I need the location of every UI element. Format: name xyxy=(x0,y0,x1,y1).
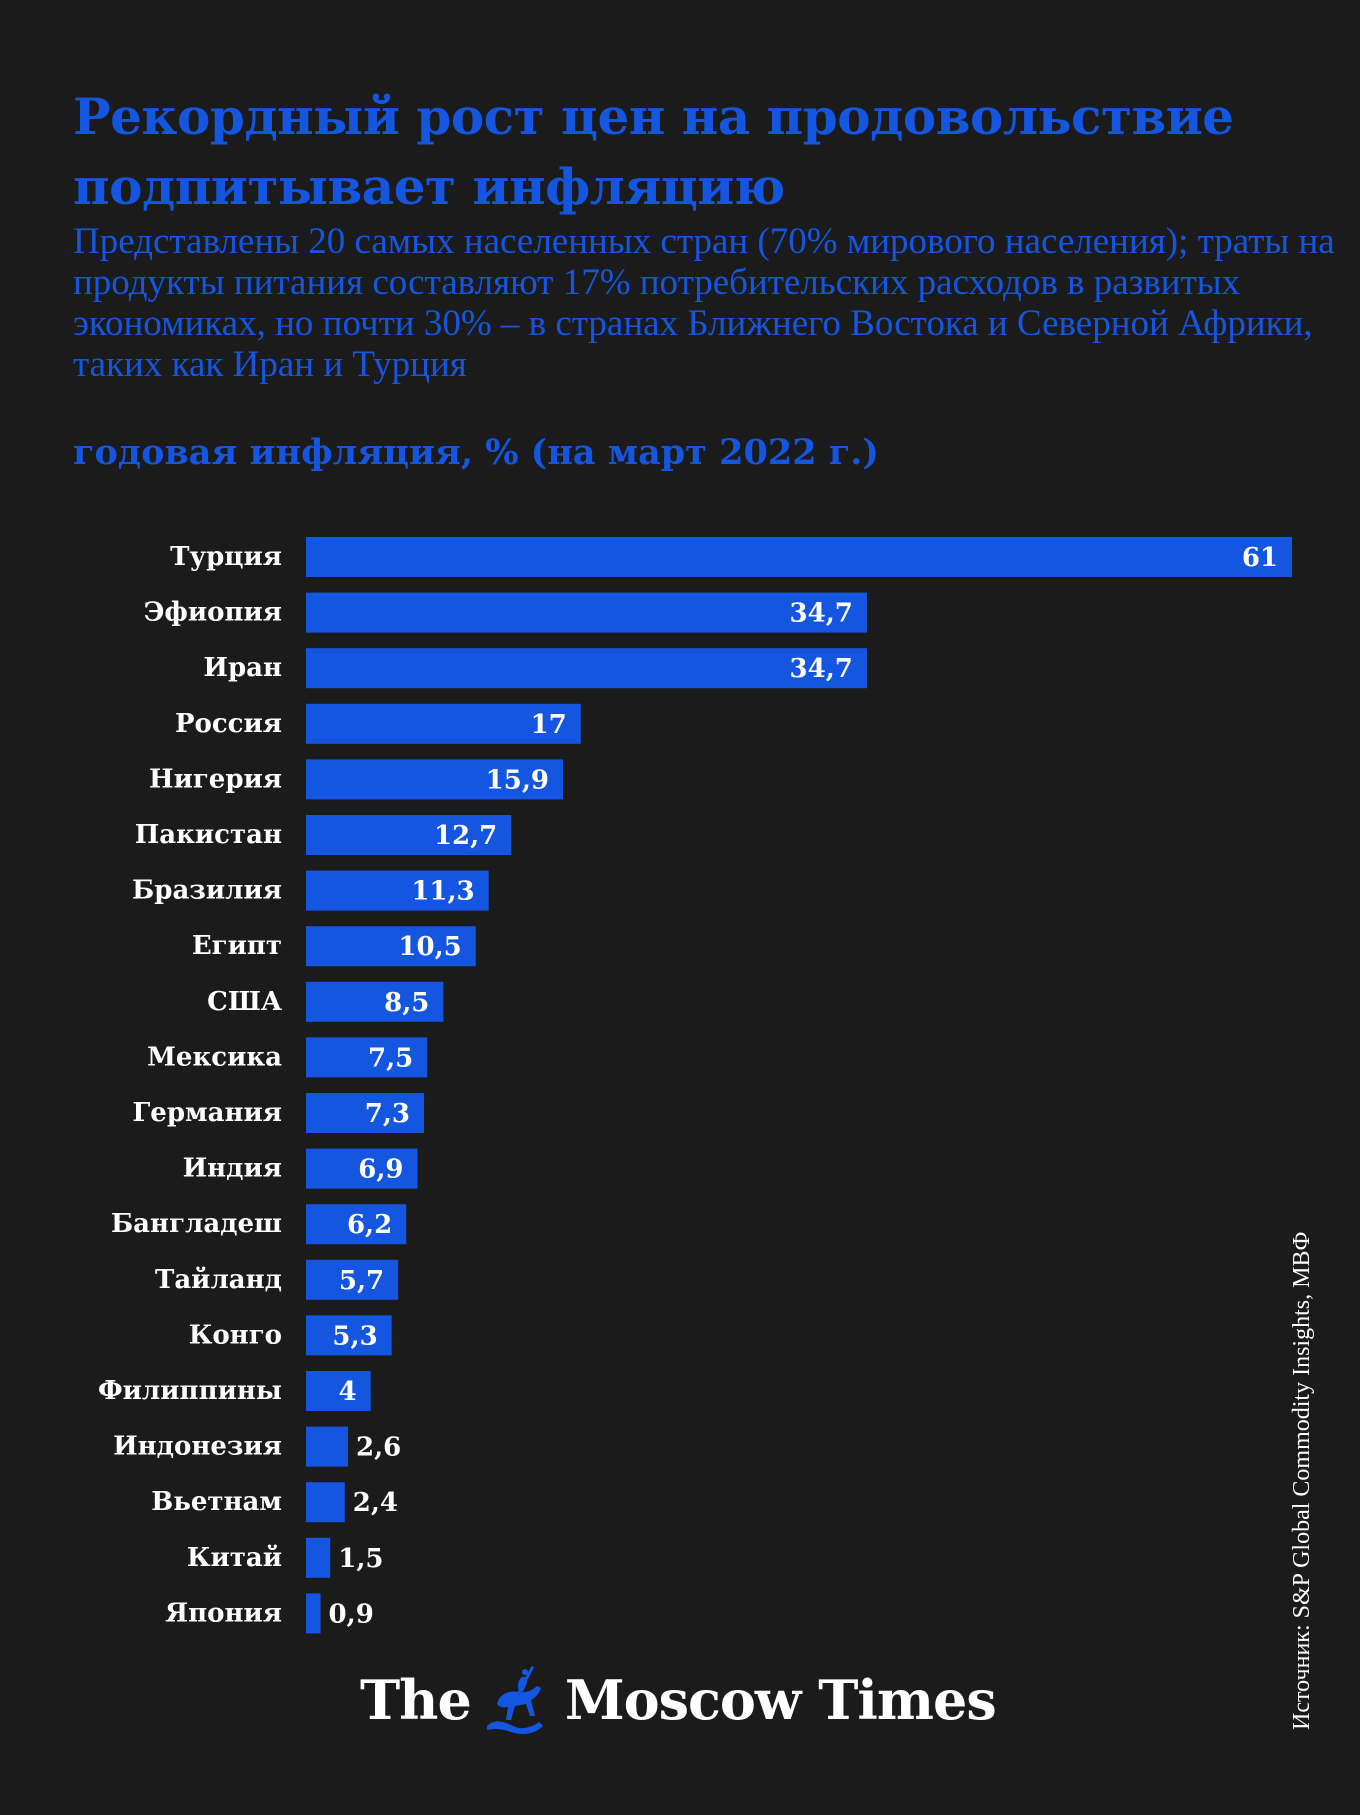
bar xyxy=(306,1037,428,1078)
bar xyxy=(306,1259,399,1300)
category-label: Филиппины xyxy=(98,1376,282,1406)
value-label: 17 xyxy=(531,710,567,740)
value-label: 34,7 xyxy=(790,599,853,629)
bar xyxy=(306,1537,331,1578)
bar xyxy=(306,1426,349,1467)
bar xyxy=(306,1315,392,1356)
value-label: 15,9 xyxy=(486,765,549,795)
category-label: Мексика xyxy=(147,1042,282,1072)
category-label: Германия xyxy=(132,1098,282,1128)
category-label: Китай xyxy=(187,1543,282,1573)
st-george-horseman-icon xyxy=(486,1665,543,1734)
bar xyxy=(306,592,867,633)
source-note: Источник: S&P Global Commodity Insights,… xyxy=(1289,1231,1315,1730)
category-label: Египт xyxy=(192,931,282,961)
bar xyxy=(306,1482,345,1523)
bar xyxy=(306,1593,321,1634)
value-label: 7,3 xyxy=(365,1099,410,1129)
value-label: 12,7 xyxy=(434,821,497,851)
category-label: Конго xyxy=(189,1320,282,1350)
category-label: Иран xyxy=(203,653,282,683)
bar xyxy=(306,981,444,1022)
bar xyxy=(306,537,1292,577)
value-label: 6,9 xyxy=(358,1155,403,1185)
page-title: Рекордный рост цен на продовольствие под… xyxy=(73,87,1234,216)
logo-text-the: The xyxy=(360,1668,472,1732)
value-label: 34,7 xyxy=(790,654,853,684)
value-label: 5,3 xyxy=(332,1321,377,1351)
bar xyxy=(306,648,867,689)
category-label: Бангладеш xyxy=(111,1209,282,1239)
category-label: Эфиопия xyxy=(144,598,282,628)
bar xyxy=(306,759,564,800)
logo-text-moscow-times: Moscow Times xyxy=(564,1668,997,1732)
category-label: Индонезия xyxy=(113,1432,282,1462)
page-subtitle: Представлены 20 самых населенных стран (… xyxy=(73,221,1335,385)
publisher-logo: The Moscow Times xyxy=(360,1660,997,1740)
value-label: 61 xyxy=(1242,543,1278,573)
category-label: Япония xyxy=(165,1598,282,1628)
value-label: 2,4 xyxy=(353,1488,398,1518)
category-label: Вьетнам xyxy=(151,1487,282,1517)
value-label: 0,9 xyxy=(329,1599,374,1629)
bar xyxy=(306,870,489,911)
value-label: 1,5 xyxy=(338,1544,383,1574)
bar xyxy=(306,1204,407,1245)
value-label: 6,2 xyxy=(347,1210,392,1240)
category-label: Нигерия xyxy=(149,764,282,794)
bar xyxy=(306,703,581,744)
category-label: Пакистан xyxy=(135,820,282,850)
value-label: 11,3 xyxy=(411,877,474,907)
category-label: Турция xyxy=(170,542,282,572)
bar xyxy=(306,926,476,967)
value-label: 8,5 xyxy=(384,988,429,1018)
category-label: Тайланд xyxy=(155,1265,282,1295)
bar xyxy=(306,1371,371,1411)
category-label: Россия xyxy=(175,709,282,739)
bar xyxy=(306,1093,424,1133)
category-label: Бразилия xyxy=(132,876,282,906)
value-label: 2,6 xyxy=(356,1433,401,1463)
bar xyxy=(306,1148,418,1189)
value-label: 7,5 xyxy=(368,1043,413,1073)
bar-chart: Турция 61 Эфиопия 34,7 Иран 34,7 Россия 17 Нигер… xyxy=(98,537,1292,1634)
value-label: 10,5 xyxy=(398,932,461,962)
category-label: США xyxy=(207,987,282,1017)
chart-label: годовая инфляция, % (на март 2022 г.) xyxy=(73,432,879,473)
bar xyxy=(306,815,512,855)
category-label: Индия xyxy=(183,1154,282,1184)
value-label: 5,7 xyxy=(339,1266,384,1296)
value-label: 4 xyxy=(339,1377,357,1407)
